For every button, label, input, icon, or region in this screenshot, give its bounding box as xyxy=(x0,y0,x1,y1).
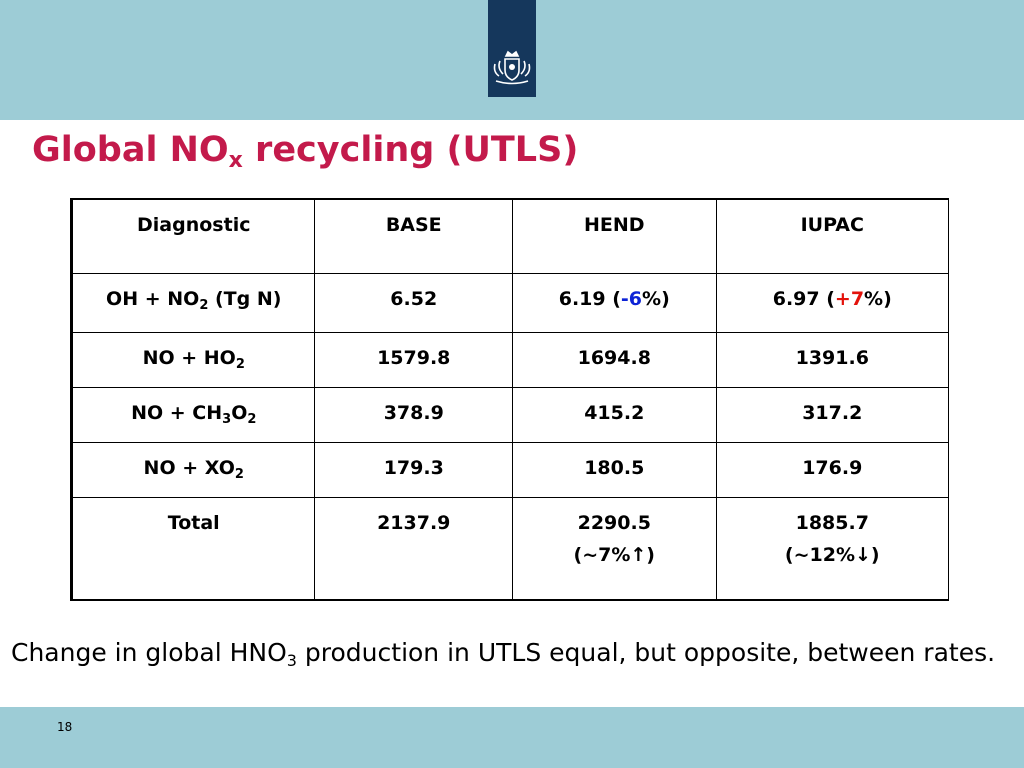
results-table: Diagnostic BASE HEND IUPAC OH + NO2 (Tg … xyxy=(69,198,950,601)
hend-cell: 415.2 xyxy=(512,386,717,443)
base-cell: 1579.8 xyxy=(314,331,513,388)
slide-title: Global NOx recycling (UTLS) xyxy=(32,128,578,172)
diagnostic-cell: Total xyxy=(69,496,316,601)
table-row: NO + XO2 179.3 180.5 176.9 xyxy=(69,441,950,498)
table-row: NO + CH3O2 378.9 415.2 317.2 xyxy=(69,386,950,443)
header-diagnostic: Diagnostic xyxy=(69,198,316,274)
diagnostic-cell: OH + NO2 (Tg N) xyxy=(69,272,316,333)
base-cell: 6.52 xyxy=(314,272,513,333)
hend-total-change: (~7%↑) xyxy=(573,543,655,566)
negative-change: -6 xyxy=(620,287,643,310)
government-logo xyxy=(488,0,536,97)
diagnostic-cell: NO + CH3O2 xyxy=(69,386,316,443)
iupac-cell: 1391.6 xyxy=(715,331,950,388)
hend-cell: 1694.8 xyxy=(512,331,717,388)
table-row: OH + NO2 (Tg N) 6.52 6.19 (-6%) 6.97 (+7… xyxy=(69,272,950,333)
base-cell: 179.3 xyxy=(314,441,513,498)
base-cell: 2137.9 xyxy=(314,496,513,601)
table-row: NO + HO2 1579.8 1694.8 1391.6 xyxy=(69,331,950,388)
header-hend: HEND xyxy=(512,198,717,274)
conclusion-text: Change in global HNO3 production in UTLS… xyxy=(11,638,996,670)
title-main: Global NO xyxy=(32,130,229,170)
footer-band xyxy=(0,707,1024,768)
header-iupac: IUPAC xyxy=(715,198,950,274)
iupac-cell: 6.97 (+7%) xyxy=(715,272,950,333)
table-row-total: Total 2137.9 2290.5 (~7%↑) 1885.7 (~12%↓) xyxy=(69,496,950,601)
title-rest: recycling (UTLS) xyxy=(242,130,579,170)
hend-cell: 180.5 xyxy=(512,441,717,498)
diagnostic-cell: NO + XO2 xyxy=(69,441,316,498)
iupac-cell: 1885.7 (~12%↓) xyxy=(715,496,950,601)
page-number: 18 xyxy=(57,720,73,734)
diagnostic-cell: NO + HO2 xyxy=(69,331,316,388)
table-header-row: Diagnostic BASE HEND IUPAC xyxy=(69,198,950,274)
title-subscript: x xyxy=(228,148,243,173)
base-cell: 378.9 xyxy=(314,386,513,443)
iupac-cell: 176.9 xyxy=(715,441,950,498)
iupac-total-value: 1885.7 xyxy=(795,511,869,534)
iupac-cell: 317.2 xyxy=(715,386,950,443)
iupac-total-change: (~12%↓) xyxy=(784,543,880,566)
header-base: BASE xyxy=(314,198,513,274)
hend-cell: 6.19 (-6%) xyxy=(512,272,717,333)
hend-cell: 2290.5 (~7%↑) xyxy=(512,496,717,601)
positive-change: +7 xyxy=(834,287,865,310)
hend-total-value: 2290.5 xyxy=(577,511,651,534)
royal-coat-of-arms-icon xyxy=(493,50,531,85)
